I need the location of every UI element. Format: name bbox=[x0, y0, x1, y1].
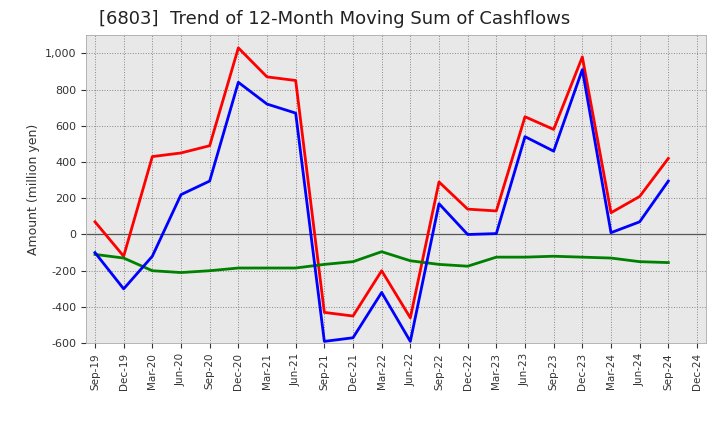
Free Cashflow bbox=[234, 80, 243, 85]
Operating Cashflow bbox=[607, 210, 616, 216]
Investing Cashflow bbox=[205, 268, 214, 273]
Investing Cashflow bbox=[464, 264, 472, 269]
Free Cashflow bbox=[521, 134, 529, 139]
Operating Cashflow bbox=[578, 54, 587, 59]
Investing Cashflow bbox=[664, 260, 672, 265]
Free Cashflow bbox=[91, 250, 99, 255]
Free Cashflow bbox=[635, 219, 644, 224]
Operating Cashflow bbox=[521, 114, 529, 119]
Investing Cashflow bbox=[234, 265, 243, 271]
Investing Cashflow bbox=[492, 254, 500, 260]
Investing Cashflow bbox=[263, 265, 271, 271]
Operating Cashflow bbox=[492, 208, 500, 213]
Investing Cashflow bbox=[607, 255, 616, 260]
Free Cashflow bbox=[263, 101, 271, 106]
Investing Cashflow bbox=[320, 262, 328, 267]
Operating Cashflow bbox=[234, 45, 243, 51]
Operating Cashflow bbox=[635, 194, 644, 199]
Investing Cashflow bbox=[406, 258, 415, 264]
Free Cashflow bbox=[664, 178, 672, 183]
Investing Cashflow bbox=[148, 268, 157, 273]
Operating Cashflow bbox=[292, 78, 300, 83]
Operating Cashflow bbox=[549, 127, 558, 132]
Operating Cashflow bbox=[664, 156, 672, 161]
Line: Operating Cashflow: Operating Cashflow bbox=[95, 48, 668, 318]
Free Cashflow bbox=[320, 339, 328, 344]
Operating Cashflow bbox=[377, 268, 386, 273]
Free Cashflow bbox=[464, 232, 472, 237]
Investing Cashflow bbox=[292, 265, 300, 271]
Operating Cashflow bbox=[120, 253, 128, 259]
Investing Cashflow bbox=[348, 259, 357, 264]
Free Cashflow bbox=[377, 290, 386, 295]
Line: Investing Cashflow: Investing Cashflow bbox=[95, 252, 668, 272]
Operating Cashflow bbox=[91, 219, 99, 224]
Investing Cashflow bbox=[91, 252, 99, 257]
Investing Cashflow bbox=[120, 255, 128, 260]
Line: Free Cashflow: Free Cashflow bbox=[95, 70, 668, 341]
Operating Cashflow bbox=[148, 154, 157, 159]
Investing Cashflow bbox=[578, 254, 587, 260]
Investing Cashflow bbox=[635, 259, 644, 264]
Free Cashflow bbox=[348, 335, 357, 341]
Operating Cashflow bbox=[263, 74, 271, 80]
Free Cashflow bbox=[148, 253, 157, 259]
Operating Cashflow bbox=[435, 180, 444, 185]
Text: [6803]  Trend of 12-Month Moving Sum of Cashflows: [6803] Trend of 12-Month Moving Sum of C… bbox=[99, 10, 570, 28]
Operating Cashflow bbox=[348, 313, 357, 319]
Free Cashflow bbox=[607, 230, 616, 235]
Free Cashflow bbox=[120, 286, 128, 291]
Investing Cashflow bbox=[377, 249, 386, 254]
Free Cashflow bbox=[578, 67, 587, 72]
Operating Cashflow bbox=[176, 150, 185, 156]
Free Cashflow bbox=[176, 192, 185, 197]
Free Cashflow bbox=[406, 339, 415, 344]
Free Cashflow bbox=[205, 178, 214, 183]
Investing Cashflow bbox=[549, 253, 558, 259]
Investing Cashflow bbox=[176, 270, 185, 275]
Investing Cashflow bbox=[435, 262, 444, 267]
Free Cashflow bbox=[492, 231, 500, 236]
Investing Cashflow bbox=[521, 254, 529, 260]
Y-axis label: Amount (million yen): Amount (million yen) bbox=[27, 124, 40, 255]
Operating Cashflow bbox=[320, 310, 328, 315]
Operating Cashflow bbox=[205, 143, 214, 148]
Operating Cashflow bbox=[406, 315, 415, 320]
Operating Cashflow bbox=[464, 206, 472, 212]
Free Cashflow bbox=[292, 110, 300, 116]
Free Cashflow bbox=[435, 201, 444, 206]
Free Cashflow bbox=[549, 149, 558, 154]
